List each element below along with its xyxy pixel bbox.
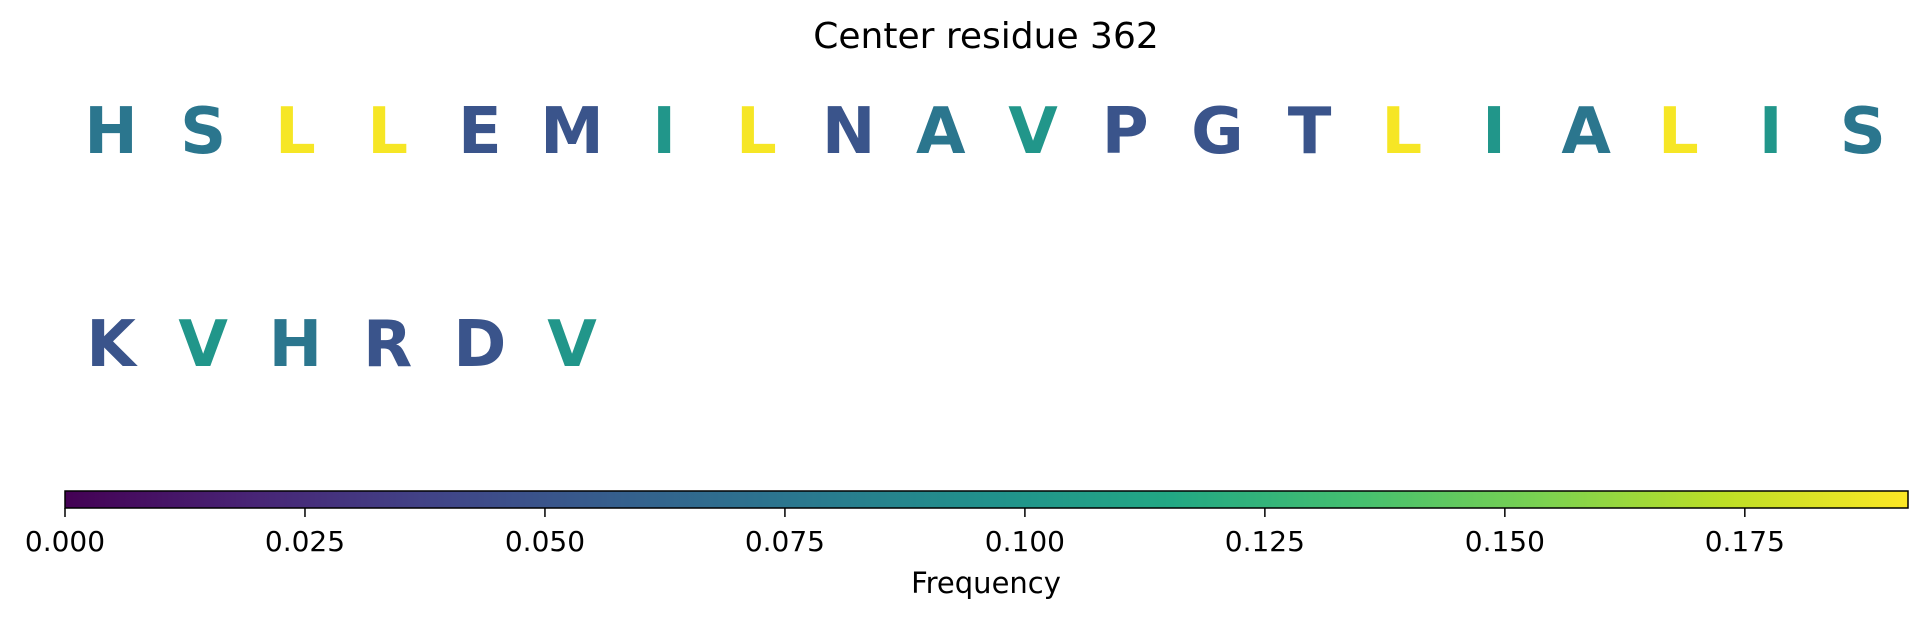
colorbar-tick-label: 0.075: [745, 525, 825, 558]
colorbar-ticks: 0.000 0.025 0.050 0.075 0.100 0.125 0.150 0.175: [25, 508, 1785, 558]
colorbar-tick-label: 0.100: [985, 525, 1065, 558]
colorbar-tick-label: 0.000: [25, 525, 105, 558]
residue-letter: I: [652, 95, 676, 169]
chart-title: Center residue 362: [813, 16, 1159, 57]
residue-letter: A: [1561, 95, 1611, 169]
residue-letter: S: [180, 95, 226, 169]
residue-letter: S: [1840, 95, 1886, 169]
residue-letter: I: [1482, 95, 1506, 169]
residue-letter: V: [547, 308, 597, 382]
residue-letter: T: [1288, 95, 1332, 169]
residue-letter: L: [736, 95, 777, 169]
residue-letter: E: [458, 95, 502, 169]
residue-letter: R: [363, 308, 412, 382]
colorbar-tick-label: 0.150: [1465, 525, 1545, 558]
residue-letter: A: [916, 95, 966, 169]
colorbar-tick-label: 0.125: [1225, 525, 1305, 558]
residue-letter: V: [1008, 95, 1058, 169]
residue-letter: G: [1191, 95, 1244, 169]
residue-letter: V: [178, 308, 228, 382]
residue-letter: M: [540, 95, 604, 169]
residue-letters: H S L L E M I L N A V P G T L I A L I SK V H R D V: [84, 95, 1886, 382]
residue-letter: L: [367, 95, 408, 169]
residue-letter: N: [822, 95, 876, 169]
residue-letter: H: [84, 95, 138, 169]
colorbar-tick-label: 0.175: [1705, 525, 1785, 558]
colorbar: [64, 490, 1909, 509]
residue-letter: I: [1759, 95, 1783, 169]
residue-letter: L: [1658, 95, 1699, 169]
residue-letter: K: [86, 308, 138, 382]
colorbar-tick-label: 0.050: [505, 525, 585, 558]
colorbar-label: Frequency: [911, 566, 1061, 600]
residue-letter: D: [453, 308, 506, 382]
residue-letter: P: [1102, 95, 1149, 169]
residue-letter: L: [1381, 95, 1422, 169]
residue-letter: L: [275, 95, 316, 169]
residue-letter: H: [269, 308, 323, 382]
colorbar-tick-label: 0.025: [265, 525, 345, 558]
